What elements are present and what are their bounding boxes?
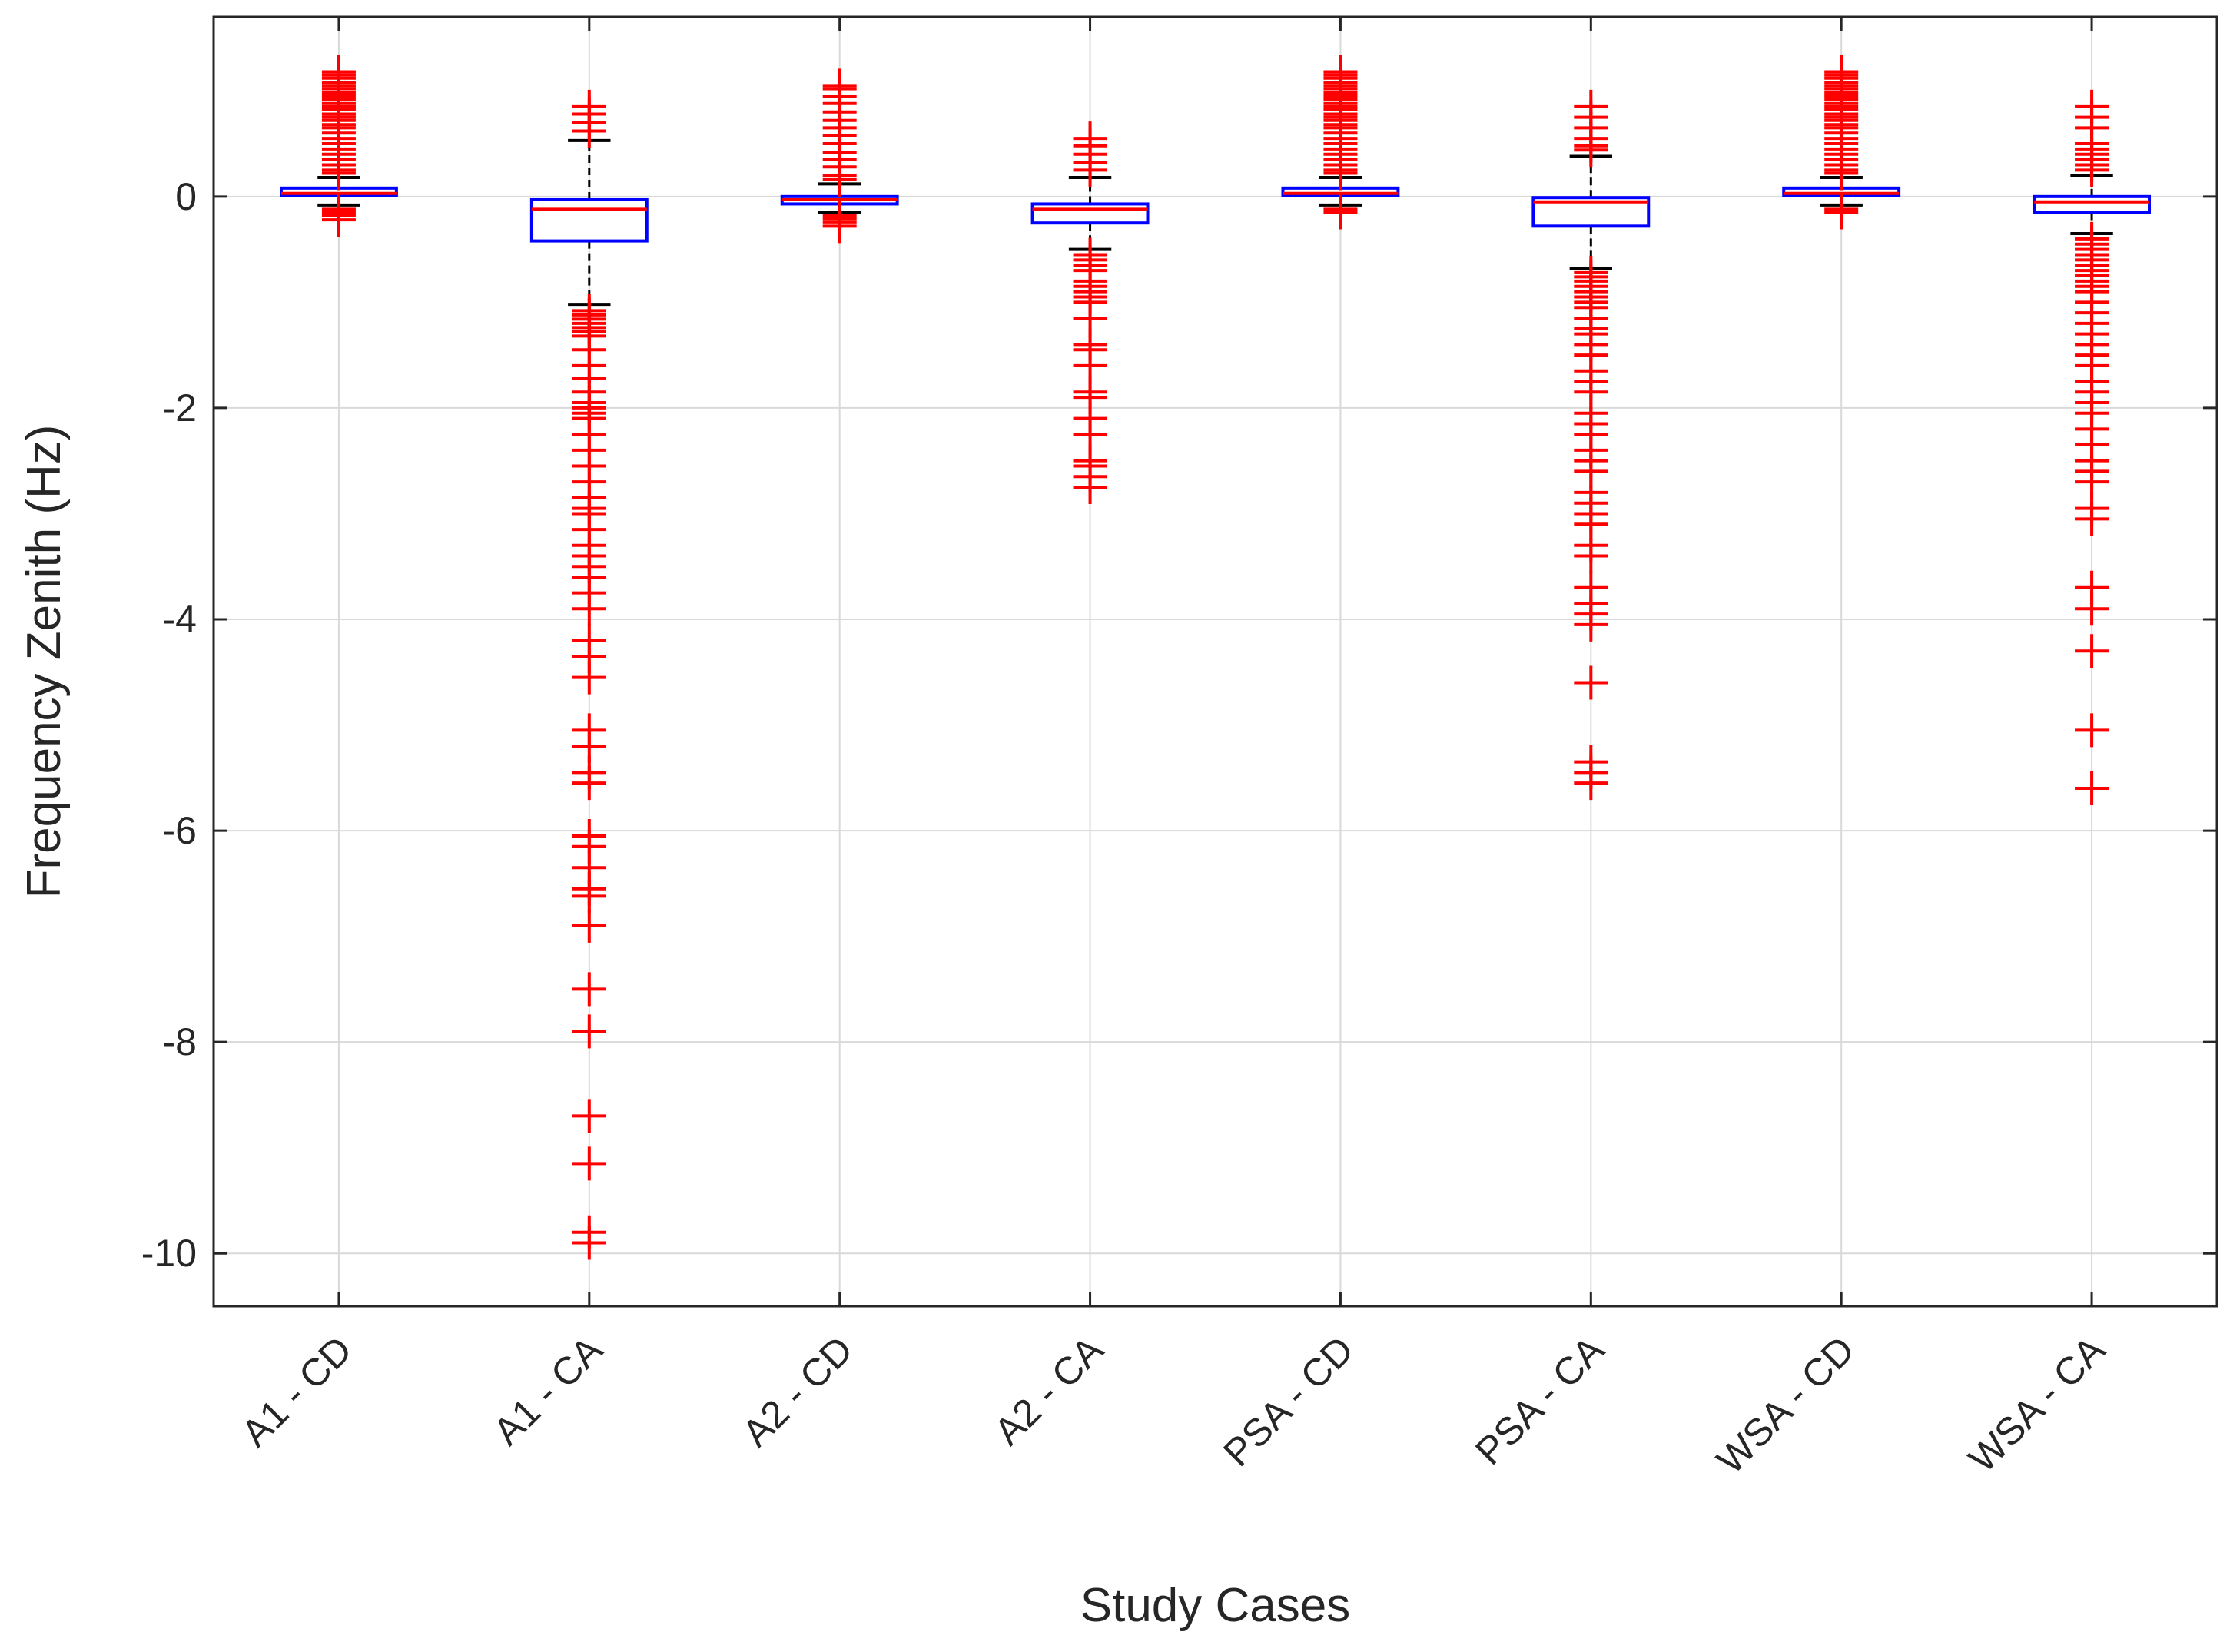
outlier-point xyxy=(572,908,606,943)
outlier-point xyxy=(572,1099,606,1133)
outlier-point xyxy=(572,879,606,914)
iqr-box xyxy=(529,197,649,243)
outlier-point xyxy=(1073,470,1107,505)
y-tick-label: -2 xyxy=(163,386,197,430)
y-tick-label: -6 xyxy=(163,809,197,852)
outlier-point xyxy=(1073,153,1107,187)
iqr-box xyxy=(1030,202,1150,225)
outlier-point xyxy=(572,1226,606,1260)
outlier-point xyxy=(1574,539,1608,573)
outlier-point xyxy=(321,203,356,237)
outlier-point xyxy=(1824,156,1859,191)
axes-frame xyxy=(212,15,2218,1308)
iqr-box xyxy=(2033,194,2152,214)
box-4 xyxy=(1030,121,1150,505)
x-axis-title: Study Cases xyxy=(1080,1579,1351,1632)
outlier-point xyxy=(1824,195,1859,230)
y-tick-label: 0 xyxy=(175,175,197,218)
box-5 xyxy=(1281,55,1400,230)
outlier-point xyxy=(2075,153,2109,187)
outlier-point xyxy=(572,1146,606,1181)
box-2 xyxy=(529,89,649,1260)
outlier-point xyxy=(2075,713,2109,748)
outlier-point xyxy=(822,209,857,244)
box-1 xyxy=(279,55,398,237)
outlier-point xyxy=(2075,634,2109,668)
outlier-point xyxy=(321,156,356,191)
outlier-point xyxy=(822,162,857,197)
plot-area xyxy=(279,55,2152,1260)
outlier-point xyxy=(2075,502,2109,536)
outlier-point xyxy=(1574,766,1608,801)
outlier-point xyxy=(1574,665,1608,700)
box-6 xyxy=(1531,89,1651,801)
outlier-point xyxy=(2075,592,2109,626)
y-tick-label: -4 xyxy=(163,598,197,641)
outlier-point xyxy=(572,972,606,1007)
outlier-point xyxy=(1574,133,1608,168)
outlier-point xyxy=(1574,607,1608,642)
box-3 xyxy=(780,68,899,244)
outlier-point xyxy=(2075,771,2109,806)
outlier-point xyxy=(572,592,606,626)
outlier-point xyxy=(572,1014,606,1049)
y-axis-title: Frequency Zenith (Hz) xyxy=(18,425,71,899)
outlier-point xyxy=(1323,156,1358,191)
outlier-point xyxy=(572,766,606,801)
y-tick-label: -8 xyxy=(163,1020,197,1063)
y-tick-label: -10 xyxy=(141,1232,197,1275)
outlier-point xyxy=(572,660,606,695)
outlier-point xyxy=(1323,195,1358,230)
outlier-point xyxy=(572,114,606,148)
box-7 xyxy=(1782,55,1901,230)
box-8 xyxy=(2033,89,2152,806)
